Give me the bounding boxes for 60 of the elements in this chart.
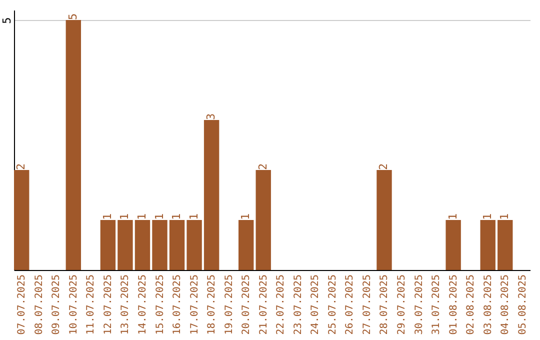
data-label: 1	[239, 213, 252, 220]
bar	[100, 220, 116, 270]
x-tick-label: 21.07.2025	[258, 274, 270, 335]
x-tick-label: 31.07.2025	[431, 274, 442, 335]
bar	[14, 170, 30, 270]
bar	[152, 220, 168, 270]
x-tick-label: 16.07.2025	[172, 274, 184, 335]
bar	[446, 220, 461, 270]
data-label: 1	[135, 213, 148, 220]
x-tick-label: 08.07.2025	[34, 274, 45, 335]
x-tick-label: 25.07.2025	[327, 274, 338, 335]
x-tick-label: 05.08.2025	[517, 274, 528, 335]
bar	[376, 170, 392, 270]
x-tick-label: 29.07.2025	[396, 274, 408, 335]
bar	[186, 220, 202, 270]
x-tick-label: 01.08.2025	[448, 274, 460, 335]
x-tick-label: 14.07.2025	[137, 274, 148, 335]
data-label: 1	[100, 213, 114, 220]
bar	[118, 220, 133, 270]
x-tick-label: 09.07.2025	[51, 274, 62, 335]
x-tick-label: 18.07.2025	[206, 274, 218, 335]
x-tick-label: 17.07.2025	[189, 274, 200, 335]
data-label: 1	[187, 213, 200, 220]
x-tick-label: 07.07.2025	[16, 274, 28, 335]
x-tick-label: 24.07.2025	[310, 274, 322, 335]
bar	[134, 220, 150, 270]
x-tick-label: 20.07.2025	[241, 274, 252, 335]
bar	[498, 220, 513, 270]
bar	[238, 220, 254, 270]
x-tick-label: 15.07.2025	[154, 274, 166, 335]
x-tick-label: 19.07.2025	[224, 274, 235, 335]
x-tick-label: 26.07.2025	[344, 274, 356, 335]
x-tick-label: 22.07.2025	[276, 274, 287, 335]
x-tick-label: 11.07.2025	[86, 274, 97, 335]
x-tick-label: 13.07.2025	[120, 274, 132, 335]
bar	[169, 220, 185, 270]
x-tick-label: 10.07.2025	[68, 274, 80, 335]
x-tick-label: 27.07.2025	[362, 274, 373, 335]
x-tick-label: 03.08.2025	[482, 274, 494, 335]
data-label: 2	[256, 163, 270, 170]
x-tick-label: 30.07.2025	[414, 274, 425, 335]
data-label: 2	[14, 163, 28, 170]
bar	[66, 20, 82, 270]
x-tick-label: 04.08.2025	[500, 274, 512, 335]
data-label: 1	[446, 213, 460, 220]
x-tick-label: 23.07.2025	[292, 274, 304, 335]
data-label: 3	[204, 113, 218, 120]
x-tick-label: 02.08.2025	[466, 274, 477, 335]
bar	[256, 170, 271, 270]
x-tick-label: 28.07.2025	[379, 274, 390, 335]
x-tick-label: 12.07.2025	[102, 274, 114, 335]
data-label: 1	[480, 213, 494, 220]
data-label: 5	[66, 13, 80, 20]
bar	[204, 120, 220, 270]
data-label: 2	[377, 163, 390, 170]
data-label: 1	[152, 213, 166, 220]
data-label: 1	[498, 213, 512, 220]
data-label: 1	[170, 213, 184, 220]
bar	[480, 220, 496, 270]
data-label: 1	[118, 213, 132, 220]
